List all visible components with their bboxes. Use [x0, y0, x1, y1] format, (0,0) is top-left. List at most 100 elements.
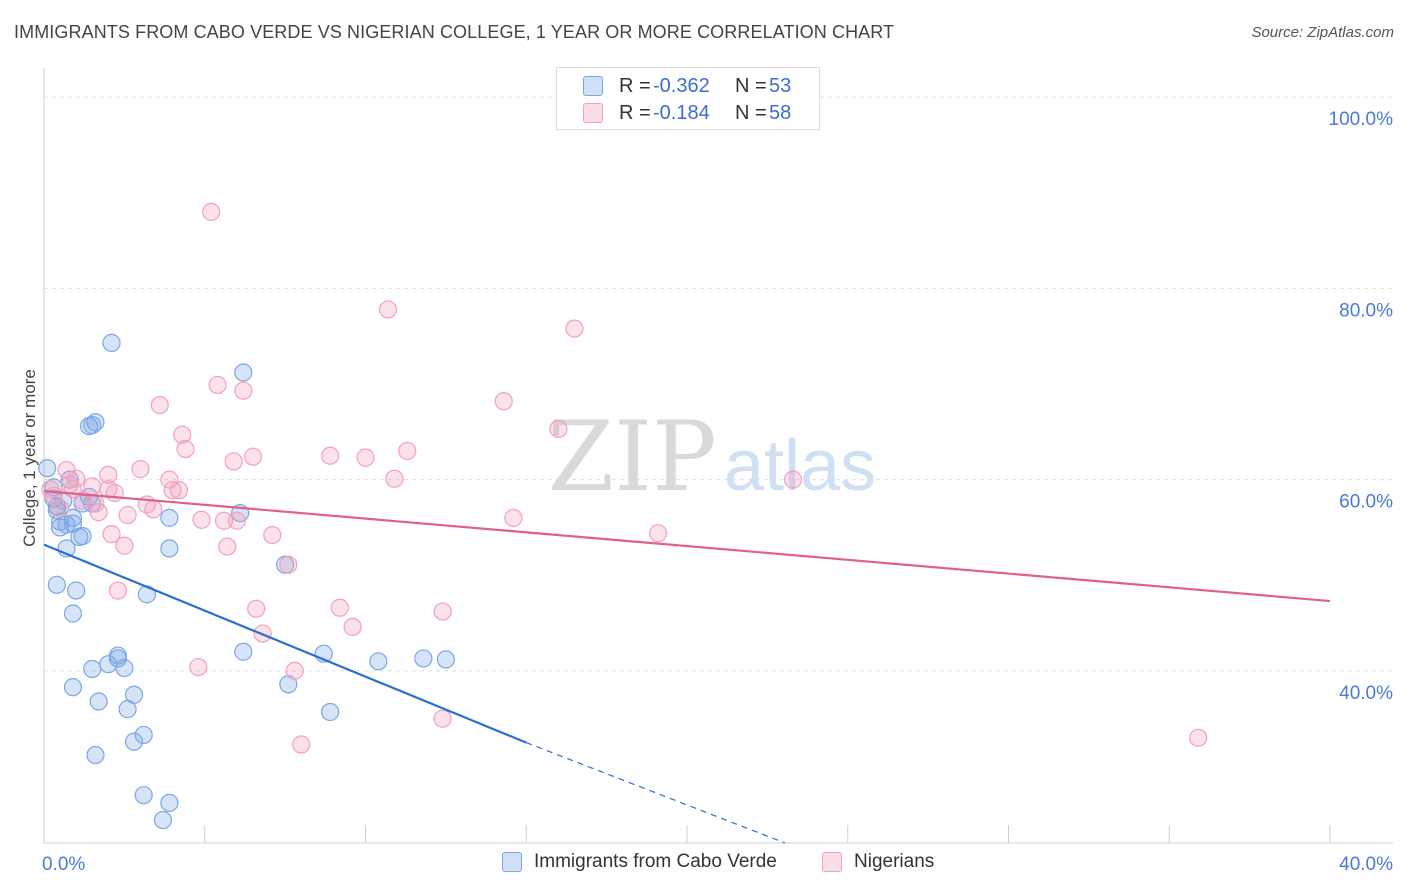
- data-point: [108, 581, 128, 600]
- data-point: [163, 481, 182, 500]
- data-point: [343, 617, 362, 636]
- n-value: 58: [769, 101, 792, 124]
- tick-labels: 40.0% 60.0% 80.0% 100.0% 0.0% 40.0%: [42, 109, 1393, 875]
- data-point: [224, 452, 243, 471]
- data-point: [102, 525, 121, 544]
- data-point: [63, 604, 83, 623]
- data-point: [176, 439, 195, 459]
- chart-title: IMMIGRANTS FROM CABO VERDE VS NIGERIAN C…: [14, 22, 895, 42]
- legend-swatch-blue: [583, 76, 603, 96]
- data-point: [192, 510, 211, 529]
- data-point: [47, 501, 66, 520]
- y-tick-label: 40.0%: [1339, 683, 1393, 704]
- n-value: 53: [769, 74, 792, 97]
- data-point: [243, 447, 263, 466]
- data-point: [356, 448, 375, 467]
- r-value: -0.184: [653, 101, 710, 124]
- legend-item-cabo-verde[interactable]: Immigrants from Cabo Verde: [502, 851, 777, 873]
- data-point: [105, 483, 124, 503]
- data-point: [169, 481, 189, 500]
- r-label: R =: [619, 74, 651, 97]
- data-point: [63, 678, 83, 697]
- data-point: [436, 650, 455, 669]
- data-point: [160, 539, 179, 558]
- legend-swatch-pink: [822, 852, 842, 872]
- data-point: [83, 659, 102, 679]
- trend-line-nigerians: [43, 490, 1331, 603]
- data-point: [160, 508, 179, 527]
- legend-item-nigerians[interactable]: Nigerians: [822, 851, 934, 873]
- data-point: [67, 469, 86, 488]
- data-point: [285, 661, 304, 680]
- legend-swatch-blue: [502, 852, 522, 872]
- data-point: [134, 786, 153, 805]
- data-point: [263, 525, 282, 545]
- data-point: [214, 511, 234, 530]
- series-cabo-verde: [38, 333, 455, 830]
- legend-swatch-pink: [583, 103, 603, 123]
- data-point: [494, 392, 513, 411]
- trend-lines: [43, 490, 1331, 844]
- r-label: R =: [619, 101, 651, 124]
- watermark-zip: ZIP: [547, 401, 716, 513]
- data-point: [144, 500, 163, 519]
- data-point: [321, 702, 340, 722]
- data-point: [108, 649, 128, 668]
- data-point: [433, 602, 452, 621]
- data-point: [202, 202, 221, 221]
- data-point: [38, 459, 57, 478]
- legend-row-nigerians: R = -0.184 N = 58: [557, 100, 791, 126]
- axes: [43, 68, 1393, 844]
- legend-label: Immigrants from Cabo Verde: [534, 851, 777, 872]
- data-point: [50, 499, 70, 518]
- data-point: [504, 508, 523, 527]
- data-point: [385, 469, 404, 488]
- data-point: [118, 505, 137, 525]
- y-tick-label: 80.0%: [1339, 300, 1393, 321]
- data-point: [89, 692, 108, 711]
- source-credit: Source: ZipAtlas.com: [1251, 24, 1394, 41]
- data-point: [102, 333, 121, 352]
- data-point: [160, 793, 179, 812]
- data-point: [208, 375, 227, 395]
- data-point: [60, 470, 79, 489]
- data-point: [218, 537, 237, 556]
- series-legend: Immigrants from Cabo Verde Nigerians: [0, 851, 1406, 877]
- data-point: [63, 514, 83, 533]
- y-tick-label: 100.0%: [1329, 109, 1394, 130]
- data-point: [330, 598, 349, 617]
- data-point: [1189, 728, 1208, 747]
- data-point: [115, 658, 134, 678]
- data-point: [227, 511, 246, 530]
- correlation-legend: R = -0.362 N = 53 R = -0.184 N = 58: [556, 67, 820, 130]
- data-point: [73, 526, 92, 546]
- data-point: [234, 363, 253, 382]
- r-value: -0.362: [653, 74, 710, 97]
- data-point: [189, 657, 208, 677]
- data-point: [234, 381, 253, 400]
- data-point: [648, 524, 668, 543]
- data-point: [234, 642, 253, 661]
- data-points: [38, 202, 1208, 830]
- x-tick-label-min: 0.0%: [42, 854, 85, 875]
- data-point: [67, 581, 86, 600]
- data-point: [134, 725, 153, 745]
- data-point: [433, 709, 452, 728]
- data-point: [150, 395, 169, 415]
- data-point: [131, 460, 150, 479]
- trend-extension-dashed: [526, 742, 786, 844]
- data-point: [321, 446, 340, 465]
- data-point: [398, 441, 417, 461]
- data-point: [86, 745, 105, 765]
- trend-line-cabo-verde: [43, 543, 527, 744]
- data-point: [378, 300, 398, 319]
- watermark-atlas: atlas: [724, 426, 876, 506]
- data-point: [292, 735, 311, 754]
- data-point: [86, 413, 105, 432]
- data-point: [153, 810, 173, 830]
- data-point: [414, 649, 433, 668]
- data-point: [549, 419, 568, 439]
- data-point: [173, 425, 192, 444]
- y-tick-label: 60.0%: [1339, 492, 1393, 513]
